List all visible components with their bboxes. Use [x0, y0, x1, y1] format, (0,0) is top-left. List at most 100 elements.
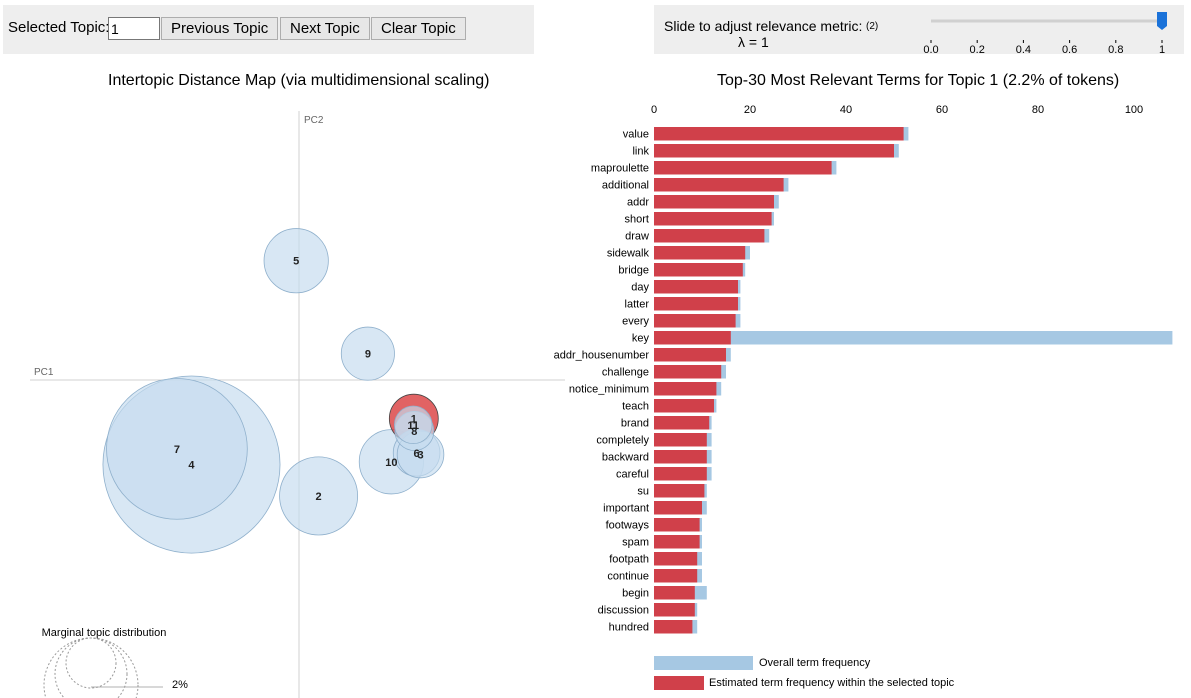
- topic-frequency-bar[interactable]: [654, 365, 722, 379]
- term-label[interactable]: begin: [622, 588, 649, 600]
- term-label[interactable]: continue: [607, 571, 649, 583]
- topic-frequency-bar[interactable]: [654, 178, 784, 192]
- slider-tick-label: 0.8: [1108, 44, 1123, 56]
- term-label[interactable]: brand: [621, 418, 649, 430]
- topic-bubble-label: 6: [414, 448, 420, 460]
- topic-frequency-bar[interactable]: [654, 382, 717, 396]
- marginal-legend-circle: [65, 637, 117, 689]
- slider-label: Slide to adjust relevance metric:: [664, 18, 863, 34]
- topic-frequency-bar[interactable]: [654, 263, 743, 277]
- marginal-legend-title: Marginal topic distribution: [42, 627, 167, 639]
- term-label[interactable]: hundred: [609, 622, 649, 634]
- topic-bubble-label: 1: [411, 414, 417, 426]
- topic-frequency-bar[interactable]: [654, 348, 726, 362]
- topic-bubble-label: 3: [417, 449, 423, 461]
- topic-frequency-bar[interactable]: [654, 399, 714, 413]
- lambda-value: λ = 1: [738, 34, 769, 50]
- topic-frequency-bar[interactable]: [654, 144, 894, 158]
- term-label[interactable]: addr: [627, 197, 649, 209]
- topic-bubble-label: 8: [411, 426, 417, 438]
- legend-estimated-swatch: [654, 676, 704, 690]
- relevance-slider[interactable]: 0.0 0.2 0.4 0.6 0.8 1: [654, 5, 1184, 56]
- topic-frequency-bar[interactable]: [654, 212, 772, 226]
- topic-frequency-bar[interactable]: [654, 586, 695, 600]
- slider-handle[interactable]: [1157, 12, 1167, 30]
- topic-bubble-11[interactable]: [394, 405, 433, 445]
- term-label[interactable]: day: [631, 282, 649, 294]
- overall-frequency-bar[interactable]: [654, 331, 1173, 345]
- legend-overall-swatch: [654, 656, 753, 670]
- topic-bubble-label: 5: [293, 256, 299, 268]
- topic-frequency-bar[interactable]: [654, 416, 710, 430]
- topic-frequency-bar[interactable]: [654, 620, 693, 634]
- topic-frequency-bar[interactable]: [654, 569, 698, 583]
- term-label[interactable]: discussion: [598, 605, 649, 617]
- term-label[interactable]: bridge: [618, 265, 649, 277]
- topic-frequency-bar[interactable]: [654, 195, 774, 209]
- selected-topic-input[interactable]: [108, 17, 160, 40]
- topic-frequency-bar[interactable]: [654, 603, 695, 617]
- legend-overall-label: Overall term frequency: [759, 657, 871, 669]
- topic-frequency-bar[interactable]: [654, 127, 904, 141]
- slider-tick-label: 0.4: [1016, 44, 1031, 56]
- topic-bubble-2[interactable]: [279, 456, 359, 536]
- marginal-legend-circle: [54, 637, 128, 698]
- term-label[interactable]: additional: [602, 180, 649, 192]
- topic-bubble-9[interactable]: [340, 326, 395, 381]
- term-label[interactable]: completely: [596, 435, 649, 447]
- topic-bubble-7[interactable]: [106, 378, 248, 520]
- selected-topic-label: Selected Topic:: [8, 19, 110, 36]
- term-label[interactable]: value: [623, 129, 649, 141]
- term-label[interactable]: maproulette: [591, 163, 649, 175]
- slider-note: (2): [866, 21, 879, 32]
- topic-frequency-bar[interactable]: [654, 246, 746, 260]
- topic-frequency-bar[interactable]: [654, 433, 707, 447]
- topic-frequency-bar[interactable]: [654, 552, 698, 566]
- topic-frequency-bar[interactable]: [654, 501, 702, 515]
- term-label[interactable]: teach: [622, 401, 649, 413]
- term-label[interactable]: su: [637, 486, 649, 498]
- previous-topic-button[interactable]: Previous Topic: [161, 17, 279, 40]
- term-label[interactable]: key: [632, 333, 650, 345]
- topic-frequency-bar[interactable]: [654, 518, 700, 532]
- bar-axis-tick-label: 40: [840, 104, 852, 116]
- term-label[interactable]: short: [625, 214, 649, 226]
- term-label[interactable]: footways: [606, 520, 650, 532]
- topic-frequency-bar[interactable]: [654, 535, 700, 549]
- topic-bubble-label: 9: [365, 349, 371, 361]
- topic-frequency-bar[interactable]: [654, 484, 705, 498]
- slider-tick-label: 1: [1159, 44, 1165, 56]
- topic-frequency-bar[interactable]: [654, 229, 765, 243]
- term-label[interactable]: footpath: [609, 554, 649, 566]
- pc1-label: PC1: [34, 367, 54, 378]
- term-label[interactable]: notice_minimum: [569, 384, 649, 396]
- clear-topic-button[interactable]: Clear Topic: [371, 17, 466, 40]
- term-label[interactable]: draw: [625, 231, 649, 243]
- term-label[interactable]: backward: [602, 452, 649, 464]
- bar-chart-title: Top-30 Most Relevant Terms for Topic 1 (…: [717, 72, 1120, 89]
- topic-frequency-bar[interactable]: [654, 314, 736, 328]
- slider-tick-label: 0.6: [1062, 44, 1077, 56]
- topic-bubble-label: 4: [188, 460, 195, 472]
- term-label[interactable]: link: [632, 146, 649, 158]
- topic-frequency-bar[interactable]: [654, 297, 738, 311]
- topic-frequency-bar[interactable]: [654, 161, 832, 175]
- marginal-legend-value: 2%: [172, 679, 188, 691]
- bar-axis-tick-label: 20: [744, 104, 756, 116]
- next-topic-button[interactable]: Next Topic: [280, 17, 370, 40]
- term-label[interactable]: sidewalk: [607, 248, 650, 260]
- term-label[interactable]: spam: [622, 537, 649, 549]
- term-label[interactable]: important: [603, 503, 649, 515]
- topic-frequency-bar[interactable]: [654, 467, 707, 481]
- topic-frequency-bar[interactable]: [654, 450, 707, 464]
- term-label[interactable]: careful: [616, 469, 649, 481]
- term-label[interactable]: every: [622, 316, 649, 328]
- slider-tick-label: 0.2: [970, 44, 985, 56]
- term-label[interactable]: addr_housenumber: [554, 350, 650, 362]
- term-label[interactable]: challenge: [602, 367, 649, 379]
- term-label[interactable]: latter: [625, 299, 650, 311]
- topic-frequency-bar[interactable]: [654, 331, 731, 345]
- topic-frequency-bar[interactable]: [654, 280, 738, 294]
- topic-bubble-5[interactable]: [263, 228, 329, 294]
